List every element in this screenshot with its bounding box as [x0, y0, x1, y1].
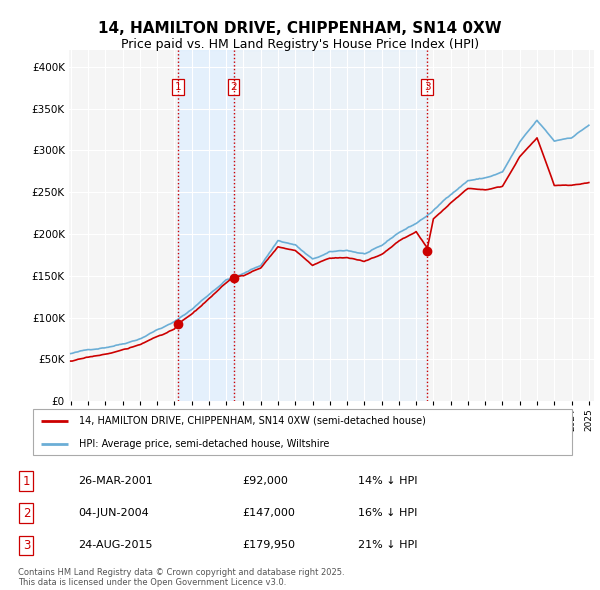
- Text: 14, HAMILTON DRIVE, CHIPPENHAM, SN14 0XW: 14, HAMILTON DRIVE, CHIPPENHAM, SN14 0XW: [98, 21, 502, 35]
- Text: 14% ↓ HPI: 14% ↓ HPI: [358, 476, 417, 486]
- Text: 2: 2: [23, 507, 30, 520]
- Text: 24-AUG-2015: 24-AUG-2015: [78, 540, 153, 550]
- Text: 3: 3: [424, 82, 431, 92]
- FancyBboxPatch shape: [33, 409, 572, 455]
- Text: HPI: Average price, semi-detached house, Wiltshire: HPI: Average price, semi-detached house,…: [79, 439, 329, 449]
- Text: Contains HM Land Registry data © Crown copyright and database right 2025.
This d: Contains HM Land Registry data © Crown c…: [18, 568, 344, 587]
- Text: 2: 2: [230, 82, 237, 92]
- Text: 21% ↓ HPI: 21% ↓ HPI: [358, 540, 417, 550]
- Text: £147,000: £147,000: [242, 509, 295, 518]
- Text: 3: 3: [23, 539, 30, 552]
- Text: 26-MAR-2001: 26-MAR-2001: [78, 476, 153, 486]
- Bar: [233, 50, 427, 401]
- Text: 1: 1: [175, 82, 182, 92]
- Text: 16% ↓ HPI: 16% ↓ HPI: [358, 509, 417, 518]
- Text: Price paid vs. HM Land Registry's House Price Index (HPI): Price paid vs. HM Land Registry's House …: [121, 38, 479, 51]
- Text: 14, HAMILTON DRIVE, CHIPPENHAM, SN14 0XW (semi-detached house): 14, HAMILTON DRIVE, CHIPPENHAM, SN14 0XW…: [79, 415, 426, 425]
- Text: £179,950: £179,950: [242, 540, 295, 550]
- Text: 04-JUN-2004: 04-JUN-2004: [78, 509, 149, 518]
- Text: 1: 1: [23, 475, 30, 488]
- Text: £92,000: £92,000: [242, 476, 288, 486]
- Bar: [178, 50, 233, 401]
